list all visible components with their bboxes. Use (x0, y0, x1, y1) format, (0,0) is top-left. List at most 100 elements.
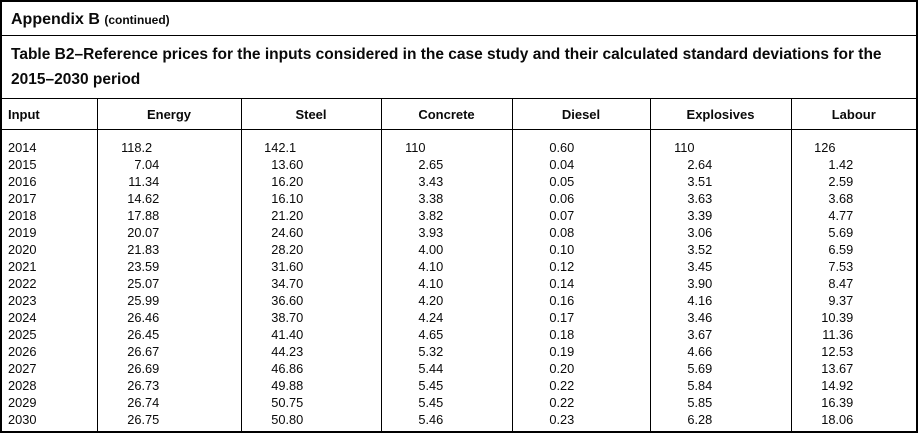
column-header-labour: Labour (790, 99, 916, 130)
table-row-2017: 2017 14.62 16.10 3.38 0.06 3.63 3.68 (2, 190, 916, 207)
value-cell: 9.37 (790, 292, 916, 309)
appendix-title-text: Appendix B (11, 11, 100, 28)
column-header-diesel: Diesel (511, 99, 650, 130)
year-cell: 2025 (8, 327, 37, 342)
value-cell: 3.51 (649, 173, 791, 190)
year-cell: 2027 (8, 361, 37, 376)
value-cell: 0.06 (511, 190, 650, 207)
table-row-2028: 2028 26.73 49.88 5.45 0.22 5.84 14.92 (2, 377, 916, 394)
table-row-2022: 2022 25.07 34.70 4.10 0.14 3.90 8.47 (2, 275, 916, 292)
value-cell: 18.06 (790, 411, 916, 431)
value-cell: 142.1 (240, 129, 381, 156)
value-cell: 10.39 (790, 309, 916, 326)
value-cell: 0.08 (511, 224, 650, 241)
year-cell: 2016 (8, 174, 37, 189)
value-cell: 4.65 (380, 326, 512, 343)
value-cell: 4.00 (380, 241, 512, 258)
table-row-2018: 2018 17.88 21.20 3.82 0.07 3.39 4.77 (2, 207, 916, 224)
value-cell: 13.67 (790, 360, 916, 377)
value-cell: 4.66 (649, 343, 791, 360)
year-cell: 2019 (8, 225, 37, 240)
table-row-2021: 2021 23.59 31.60 4.10 0.12 3.45 7.53 (2, 258, 916, 275)
value-cell: 50.75 (240, 394, 381, 411)
value-cell: 0.07 (511, 207, 650, 224)
value-cell: 2.59 (790, 173, 916, 190)
value-cell: 28.20 (240, 241, 381, 258)
value-cell: 0.12 (511, 258, 650, 275)
year-cell: 2022 (8, 276, 37, 291)
value-cell: 3.43 (380, 173, 512, 190)
value-cell: 0.20 (511, 360, 650, 377)
value-cell: 5.69 (790, 224, 916, 241)
value-cell: 3.39 (649, 207, 791, 224)
value-cell: 3.67 (649, 326, 791, 343)
value-cell: 26.67 (96, 343, 241, 360)
appendix-continued-label: (continued) (104, 13, 170, 27)
value-cell: 4.10 (380, 275, 512, 292)
value-cell: 110 (380, 129, 512, 156)
value-cell: 11.36 (790, 326, 916, 343)
value-cell: 38.70 (240, 309, 381, 326)
value-cell: 3.38 (380, 190, 512, 207)
value-cell: 21.20 (240, 207, 381, 224)
value-cell: 36.60 (240, 292, 381, 309)
column-header-steel: Steel (240, 99, 381, 130)
value-cell: 0.10 (511, 241, 650, 258)
value-cell: 24.60 (240, 224, 381, 241)
value-cell: 3.06 (649, 224, 791, 241)
table-row-2020: 2020 21.83 28.20 4.00 0.10 3.52 6.59 (2, 241, 916, 258)
table-row-2025: 2025 26.45 41.40 4.65 0.18 3.67 11.36 (2, 326, 916, 343)
value-cell: 0.18 (511, 326, 650, 343)
table-row-2024: 2024 26.46 38.70 4.24 0.17 3.46 10.39 (2, 309, 916, 326)
value-cell: 49.88 (240, 377, 381, 394)
value-cell: 44.23 (240, 343, 381, 360)
table-row-2014: 2014 118.2 142.1 110 0.60 110 126 (2, 129, 916, 156)
value-cell: 4.24 (380, 309, 512, 326)
value-cell: 14.92 (790, 377, 916, 394)
value-cell: 41.40 (240, 326, 381, 343)
value-cell: 2.64 (649, 156, 791, 173)
value-cell: 31.60 (240, 258, 381, 275)
value-cell: 4.10 (380, 258, 512, 275)
value-cell: 50.80 (240, 411, 381, 431)
value-cell: 0.60 (511, 129, 650, 156)
value-cell: 7.53 (790, 258, 916, 275)
value-cell: 0.14 (511, 275, 650, 292)
value-cell: 0.19 (511, 343, 650, 360)
value-cell: 25.99 (96, 292, 241, 309)
table-row-2019: 2019 20.07 24.60 3.93 0.08 3.06 5.69 (2, 224, 916, 241)
value-cell: 3.63 (649, 190, 791, 207)
value-cell: 7.04 (96, 156, 241, 173)
year-cell: 2026 (8, 344, 37, 359)
year-cell: 2018 (8, 208, 37, 223)
value-cell: 110 (649, 129, 791, 156)
value-cell: 16.39 (790, 394, 916, 411)
value-cell: 26.73 (96, 377, 241, 394)
appendix-title-block: Appendix B (continued) (2, 2, 916, 36)
value-cell: 0.17 (511, 309, 650, 326)
year-cell: 2023 (8, 293, 37, 308)
value-cell: 13.60 (240, 156, 381, 173)
value-cell: 3.93 (380, 224, 512, 241)
value-cell: 5.84 (649, 377, 791, 394)
column-header-explosives: Explosives (649, 99, 791, 130)
value-cell: 5.45 (380, 394, 512, 411)
column-header-concrete: Concrete (380, 99, 512, 130)
year-cell: 2030 (8, 412, 37, 427)
value-cell: 118.2 (96, 129, 241, 156)
value-cell: 3.45 (649, 258, 791, 275)
value-cell: 20.07 (96, 224, 241, 241)
value-cell: 26.75 (96, 411, 241, 431)
value-cell: 2.65 (380, 156, 512, 173)
table-body: 2014 118.2 142.1 110 0.60 110 126 2015 7.04 13.60… (2, 129, 916, 431)
value-cell: 23.59 (96, 258, 241, 275)
column-header-energy: Energy (96, 99, 241, 130)
table-row-2016: 2016 11.34 16.20 3.43 0.05 3.51 2.59 (2, 173, 916, 190)
value-cell: 16.10 (240, 190, 381, 207)
year-cell: 2021 (8, 259, 37, 274)
year-cell: 2014 (8, 140, 37, 155)
value-cell: 26.69 (96, 360, 241, 377)
table-caption: Table B2–Reference prices for the inputs… (2, 36, 916, 99)
value-cell: 3.52 (649, 241, 791, 258)
